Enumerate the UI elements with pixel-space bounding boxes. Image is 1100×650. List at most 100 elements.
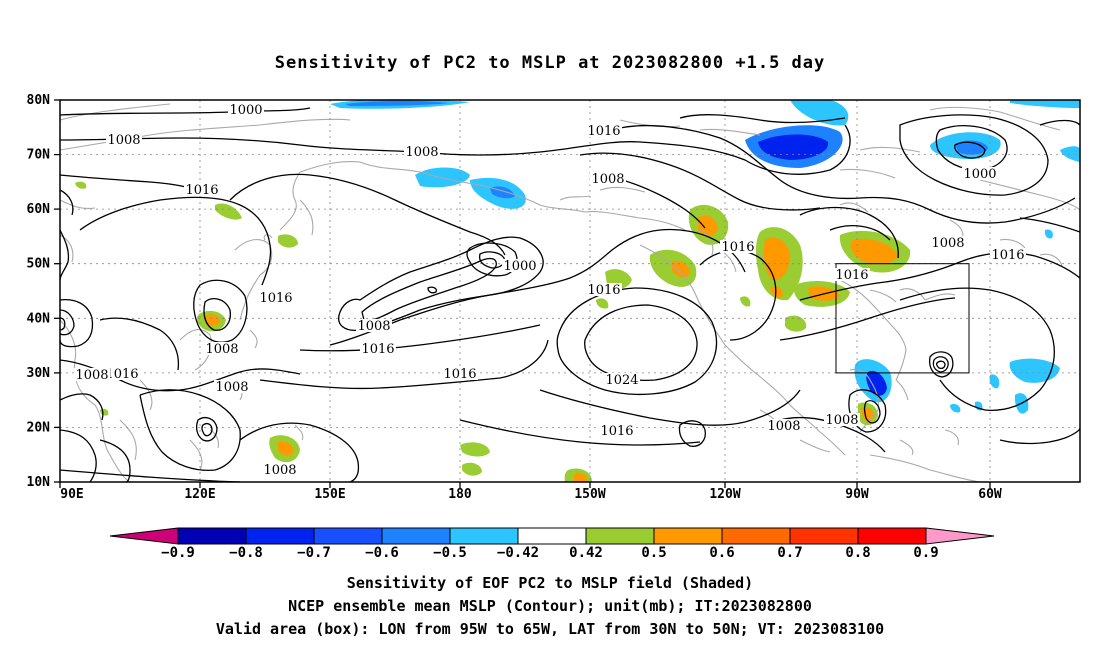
contour-label-bg [962, 167, 998, 180]
colorbar-tick-label: −0.8 [229, 545, 263, 561]
contour-label-bg [442, 367, 478, 380]
contour-label: 1016 [587, 124, 620, 139]
contour-label-bg [262, 463, 298, 476]
contour-label-bg [586, 283, 622, 296]
valid-area-box [835, 263, 970, 374]
colorbar-tick-label: 0.8 [845, 545, 870, 561]
contour-label-bg [184, 183, 220, 196]
contour-label: 1008 [931, 236, 964, 251]
latitude-axis: 80N 70N 60N 50N 40N 30N 20N 10N [27, 93, 60, 490]
colorbar-tick-label: 0.5 [641, 545, 666, 561]
colorbar-high-triangle [925, 527, 995, 545]
colorbar-tick-label: 0.42 [569, 545, 603, 561]
lon-tick-label: 120W [709, 487, 740, 502]
colorbar-segment [381, 527, 451, 545]
contour-label: 1000 [963, 167, 996, 182]
contour-label: 1016 [185, 183, 218, 198]
lat-tick-label: 50N [27, 257, 51, 272]
figure-title: Sensitivity of PC2 to MSLP at 2023082800… [275, 53, 826, 73]
contour-label-bg [766, 419, 802, 432]
contour-label-bg [214, 380, 250, 393]
colorbar-tick-label: −0.7 [297, 545, 331, 561]
contour-label: 1008 [825, 413, 858, 428]
contour-label-bg [720, 240, 756, 253]
lon-tick-label: 120E [184, 487, 215, 502]
colorbar-segment [789, 527, 859, 545]
colorbar-segment [653, 527, 723, 545]
contour-label-bg [990, 248, 1026, 261]
footer-line-1: Sensitivity of EOF PC2 to MSLP field (Sh… [347, 574, 753, 592]
colorbar-tick-label: 0.6 [709, 545, 734, 561]
lon-tick-label: 90E [60, 487, 83, 502]
contour-labels: 1000100810081016101610081016100010161008… [74, 103, 1026, 478]
colorbar-segment [517, 527, 587, 545]
contour-label-bg [590, 172, 626, 185]
lon-tick-label: 150W [574, 487, 605, 502]
contour-label: 1024 [605, 373, 638, 388]
contour-label-bg [502, 259, 538, 272]
lat-tick-label: 80N [27, 93, 51, 108]
contour-label: 1016 [587, 283, 620, 298]
colorbar-tick-label: −0.9 [161, 545, 195, 561]
lat-tick-label: 30N [27, 366, 51, 381]
colorbar [109, 527, 995, 545]
lat-tick-label: 20N [27, 420, 51, 435]
contour-label-bg [930, 236, 966, 249]
contour-label: 1008 [75, 368, 108, 383]
contour-label-bg [204, 342, 240, 355]
colorbar-tick-label: −0.6 [365, 545, 399, 561]
colorbar-segment [313, 527, 383, 545]
contour-label: 1008 [215, 380, 248, 395]
contour-label: 1016 [600, 424, 633, 439]
contour-label: 1008 [591, 172, 624, 187]
lat-tick-label: 60N [27, 202, 51, 217]
lat-tick-label: 70N [27, 148, 51, 163]
lon-tick-label: 150E [314, 487, 345, 502]
contour-label-bg [404, 145, 440, 158]
contour-label: 1008 [767, 419, 800, 434]
contour-label: 1000 [503, 259, 536, 274]
footer-line-3: Valid area (box): LON from 95W to 65W, L… [216, 620, 884, 638]
contour-label-bg [360, 342, 396, 355]
contour-label: 1016 [259, 291, 292, 306]
colorbar-segment [177, 527, 247, 545]
contour-label-bg [599, 424, 635, 437]
contour-label-bg [228, 103, 264, 116]
contour-label: 1008 [205, 342, 238, 357]
sensitivity-shading [75, 99, 1080, 482]
lat-tick-label: 40N [27, 311, 51, 326]
contour-label-bg [258, 291, 294, 304]
contour-label-bg [604, 373, 640, 386]
colorbar-tick-label: −0.42 [497, 545, 539, 561]
colorbar-segment [857, 527, 927, 545]
contour-label-bg [586, 124, 622, 137]
colorbar-segment [585, 527, 655, 545]
lon-tick-label: 60W [978, 487, 1002, 502]
map-panel: 1000100810081016101610081016100010161008… [59, 99, 1081, 483]
contour-label: 1008 [405, 145, 438, 160]
longitude-axis: 90E 120E 150E 180 150W 120W 90W 60W [59, 482, 1002, 502]
contour-label: 1016 [361, 342, 394, 357]
lon-tick-label: 180 [448, 487, 472, 502]
lat-tick-label: 10N [27, 475, 51, 490]
colorbar-tick-label: 0.9 [913, 545, 938, 561]
contour-label-bg [356, 319, 392, 332]
lon-tick-label: 90W [845, 487, 869, 502]
contour-label: 1008 [107, 133, 140, 148]
contour-label-bg [74, 368, 110, 381]
contour-label-bg [106, 133, 142, 146]
contour-label-bg [834, 268, 870, 281]
contour-label-bg [104, 367, 140, 380]
contour-label: 1016 [105, 367, 138, 382]
footer-line-2: NCEP ensemble mean MSLP (Contour); unit(… [288, 597, 812, 615]
colorbar-low-triangle [109, 527, 179, 545]
contour-label: 1000 [229, 103, 262, 118]
contour-label: 1016 [991, 248, 1024, 263]
colorbar-labels: −0.9 −0.8 −0.7 −0.6 −0.5 −0.42 0.42 0.5 0.6 0.7 0.… [161, 545, 939, 561]
contour-label: 1016 [443, 367, 476, 382]
contour-label: 1008 [357, 319, 390, 334]
contour-label: 1008 [263, 463, 296, 478]
contour-label: 1016 [721, 240, 754, 255]
colorbar-segment [245, 527, 315, 545]
